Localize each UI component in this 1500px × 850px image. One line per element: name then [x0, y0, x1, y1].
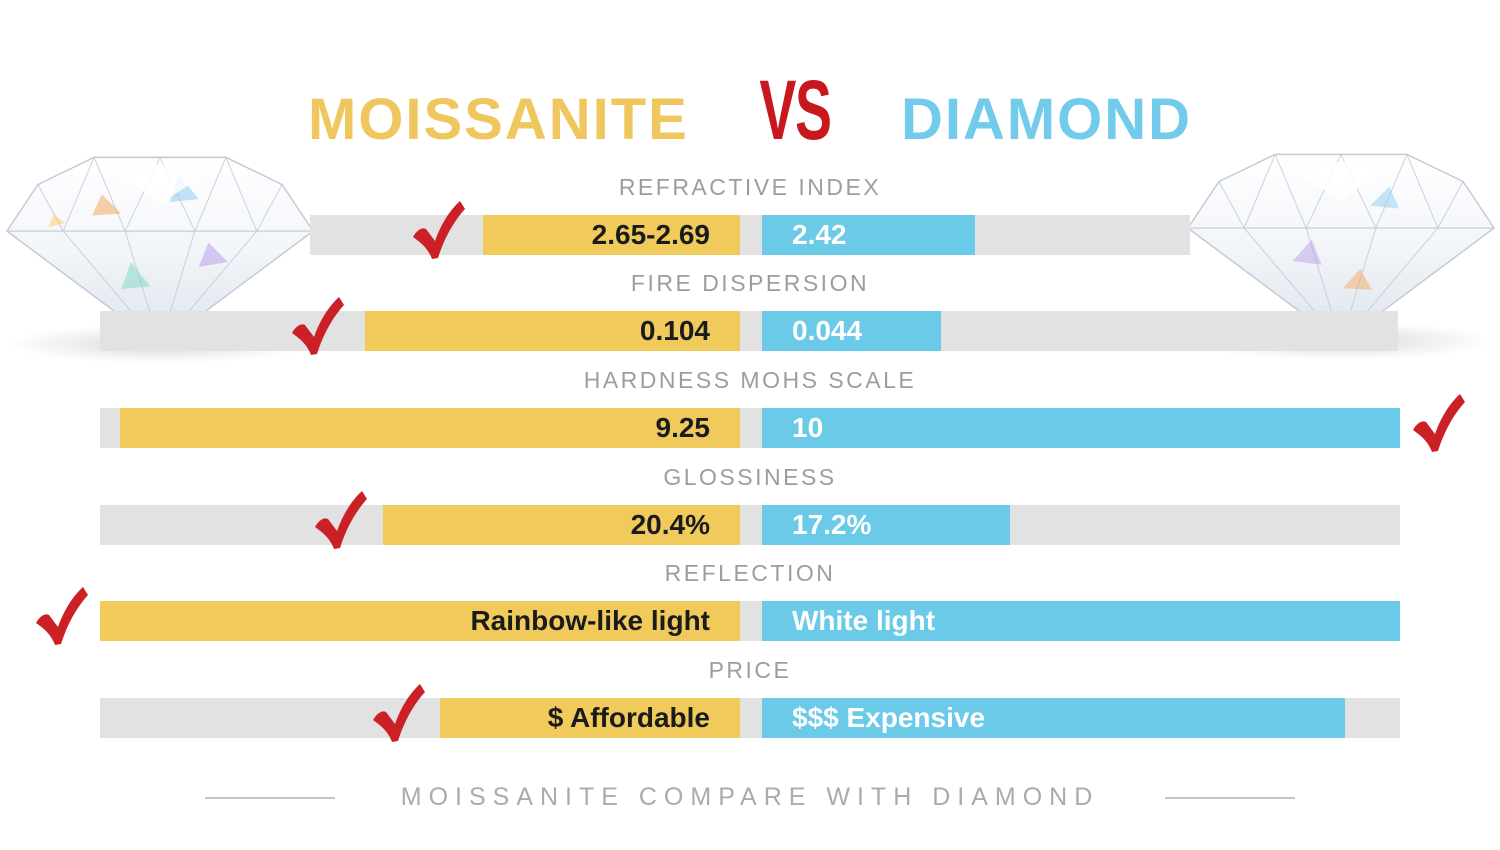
diamond-bar: 2.42: [762, 215, 975, 255]
diamond-bar: White light: [762, 601, 1400, 641]
category-label-refractive-index: REFRACTIVE INDEX: [618, 174, 882, 200]
diamond-value: 2.42: [792, 219, 847, 250]
category-label-fire-dispersion: FIRE DISPERSION: [630, 270, 870, 296]
category-label-glossiness: GLOSSINESS: [663, 464, 837, 490]
moissanite-bar: 9.25: [120, 408, 740, 448]
moissanite-value: Rainbow-like light: [470, 605, 710, 636]
diamond-bar: $$$ Expensive: [762, 698, 1345, 738]
moissanite-bar: 2.65-2.69: [483, 215, 740, 255]
title-moissanite: MOISSANITE: [307, 87, 689, 152]
footer-divider-line: [1165, 796, 1296, 799]
title-diamond: DIAMOND: [900, 87, 1193, 152]
comparison-track: [100, 505, 1400, 545]
footer-caption: MOISSANITE COMPARE WITH DIAMOND: [400, 783, 1100, 811]
checkmark-icon: [315, 491, 367, 549]
footer-caption-row: MOISSANITE COMPARE WITH DIAMOND: [0, 783, 1500, 812]
category-label-reflection: REFLECTION: [664, 560, 836, 586]
diamond-bar: 17.2%: [762, 505, 1010, 545]
category-label-hardness: HARDNESS MOHS SCALE: [583, 367, 917, 393]
checkmark-icon: [1413, 394, 1465, 452]
diamond-bar: 0.044: [762, 311, 941, 351]
checkmark-icon: [292, 297, 344, 355]
moissanite-value: 20.4%: [630, 509, 710, 540]
diamond-bar: 10: [762, 408, 1400, 448]
moissanite-value: 2.65-2.69: [591, 219, 710, 250]
page-title: MOISSANITE VS DIAMOND: [0, 62, 1500, 159]
diamond-value: 10: [792, 412, 824, 443]
moissanite-bar: Rainbow-like light: [100, 601, 740, 641]
footer-divider-line: [204, 796, 335, 799]
checkmark-icon: [413, 201, 465, 259]
category-label-price: PRICE: [708, 657, 792, 683]
comparison-track: [310, 215, 1190, 255]
diamond-value: $$$ Expensive: [792, 702, 986, 733]
moissanite-value: 9.25: [655, 412, 711, 443]
diamond-value: 0.044: [792, 315, 863, 346]
moissanite-bar: $ Affordable: [440, 698, 740, 738]
title-vs: VS: [759, 63, 832, 157]
moissanite-gem-photo: [5, 145, 315, 350]
moissanite-value: 0.104: [639, 315, 710, 346]
moissanite-bar: 0.104: [365, 311, 740, 351]
moissanite-value: $ Affordable: [547, 702, 710, 733]
diamond-value: 17.2%: [792, 509, 872, 540]
checkmark-icon: [373, 684, 425, 742]
diamond-value: White light: [792, 605, 936, 636]
checkmark-icon: [36, 587, 88, 645]
moissanite-bar: 20.4%: [383, 505, 740, 545]
